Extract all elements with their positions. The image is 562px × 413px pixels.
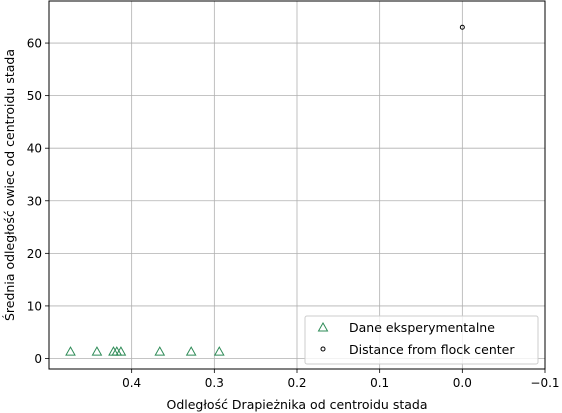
x-tick-label: 0.1 (370, 376, 389, 390)
legend-box (304, 315, 539, 365)
data-point-circle (459, 24, 465, 30)
legend-label-experimental: Dane eksperymentalne (349, 320, 495, 335)
x-tick-label: −0.1 (530, 376, 559, 390)
data-points (65, 24, 465, 356)
legend: Dane eksperymentalne Distance from flock… (304, 315, 539, 365)
data-point-triangle (213, 346, 225, 356)
x-tick-label: 0.2 (287, 376, 306, 390)
legend-marker-circle (320, 346, 326, 352)
grid (49, 1, 546, 369)
data-point-triangle (115, 346, 127, 356)
data-point-triangle (91, 346, 103, 356)
x-axis-label: Odległość Drapieżnika od centroidu stada (167, 397, 428, 412)
data-point-triangle (154, 346, 166, 356)
x-tick-label: 0.4 (122, 376, 141, 390)
legend-label-flock-center: Distance from flock center (349, 342, 515, 357)
data-point-triangle (185, 346, 197, 356)
x-tick-label: 0.3 (205, 376, 224, 390)
x-tick-label: 0.0 (453, 376, 472, 390)
y-tick-label: 20 (27, 247, 42, 261)
y-tick-label: 60 (27, 37, 42, 51)
axis-ticks: 0.4 0.3 0.2 0.1 0.0 −0.1 0 10 20 30 40 50 60 (27, 37, 560, 390)
y-axis-label: Średnia odległość owiec od centroidu sta… (2, 49, 17, 321)
y-tick-label: 40 (27, 142, 42, 156)
y-tick-label: 10 (27, 299, 42, 313)
y-tick-label: 30 (27, 194, 42, 208)
y-tick-label: 0 (34, 352, 42, 366)
legend-marker-triangle (317, 321, 329, 332)
data-point-triangle (65, 346, 76, 356)
y-tick-label: 50 (27, 89, 42, 103)
